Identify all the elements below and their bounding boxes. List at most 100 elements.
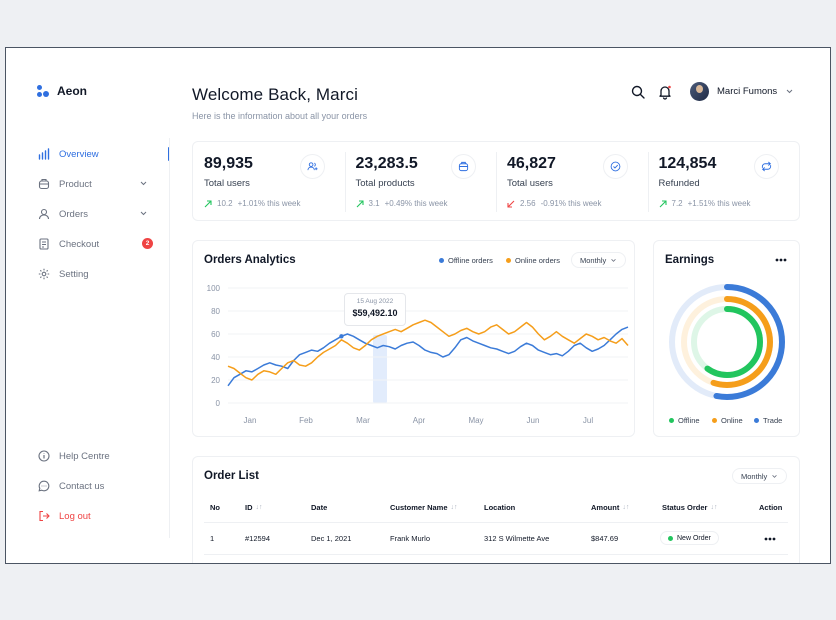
- legend-dot: [669, 418, 674, 423]
- sidebar-item-label: Log out: [59, 510, 91, 522]
- app-logo[interactable]: Aeon: [37, 84, 87, 98]
- sidebar-item-help-centre[interactable]: Help Centre: [38, 441, 158, 471]
- tooltip-date: 15 Aug 2022: [356, 298, 394, 305]
- info-icon: [38, 450, 50, 462]
- legend-label: Offline: [678, 416, 700, 425]
- x-tick-label: Feb: [299, 416, 313, 425]
- column-amount[interactable]: Amount ↓↑: [591, 503, 630, 512]
- stat-label: Total products: [355, 178, 415, 189]
- chevron-down-icon: [611, 258, 616, 262]
- y-tick-label: 20: [211, 376, 220, 385]
- column-status-order[interactable]: Status Order ↓↑: [662, 503, 718, 512]
- stat-label: Total users: [204, 178, 250, 189]
- sidebar-bottom-nav: Help Centre Contact us Log out: [38, 441, 158, 531]
- status-badge: New Order: [660, 531, 719, 545]
- logout-icon: [38, 510, 50, 522]
- sidebar-item-overview[interactable]: Overview: [38, 139, 170, 169]
- check-circle-icon: [602, 154, 628, 179]
- sidebar-item-logout[interactable]: Log out: [38, 501, 158, 531]
- stat-card-refunded: 124,854 Refunded 7.2 +1.51% this week: [647, 142, 800, 220]
- avatar[interactable]: [690, 82, 709, 101]
- sidebar-item-contact-us[interactable]: Contact us: [38, 471, 158, 501]
- legend-label: Online: [721, 416, 743, 425]
- sort-icon[interactable]: ↓↑: [710, 504, 718, 511]
- sidebar-item-product[interactable]: Product: [38, 169, 170, 199]
- column-customer-name[interactable]: Customer Name ↓↑: [390, 503, 458, 512]
- stat-value: 46,827: [507, 155, 556, 172]
- page-title: Welcome Back, Marci: [192, 85, 358, 104]
- bell-icon[interactable]: [657, 84, 673, 100]
- sidebar-item-label: Setting: [59, 268, 89, 280]
- earnings-title: Earnings: [665, 254, 715, 266]
- y-tick-label: 100: [207, 284, 221, 293]
- cell-customer: Frank Murlo: [390, 534, 431, 543]
- column-action: Action: [759, 503, 783, 512]
- user-icon: [38, 208, 50, 220]
- logo-icon: [37, 85, 49, 97]
- legend-dot: [439, 258, 444, 263]
- y-tick-label: 0: [216, 399, 221, 408]
- cell-id: #12594: [245, 534, 271, 543]
- stat-trend-text: +1.01% this week: [237, 199, 301, 208]
- sort-icon[interactable]: ↓↑: [450, 504, 458, 511]
- arrow-up-right-icon: [204, 199, 212, 207]
- stat-trend-value: 3.1: [368, 199, 380, 208]
- chart-tooltip: 15 Aug 2022 $59,492.10: [344, 293, 406, 326]
- sidebar-item-checkout[interactable]: Checkout 2: [38, 229, 170, 259]
- chart-hover-highlight: [373, 335, 387, 403]
- sidebar-item-setting[interactable]: Setting: [38, 259, 170, 289]
- x-tick-label: Mar: [356, 416, 370, 425]
- column-no: No: [210, 503, 220, 512]
- stats-summary: 89,935 Total users 10.2 +1.01% this week…: [192, 141, 800, 221]
- more-options-icon[interactable]: [764, 537, 776, 541]
- ring-arc-offline: [669, 284, 785, 400]
- stat-value: 23,283.5: [355, 155, 418, 172]
- stat-trend-value: 2.56: [520, 199, 536, 208]
- sidebar-item-label: Overview: [59, 148, 99, 160]
- page-subtitle: Here is the information about all your o…: [192, 111, 368, 121]
- stat-trend-value: 10.2: [217, 199, 233, 208]
- x-tick-label: Jul: [583, 416, 593, 425]
- stat-label: Refunded: [658, 178, 700, 189]
- sidebar-item-orders[interactable]: Orders: [38, 199, 170, 229]
- x-tick-label: May: [468, 416, 483, 425]
- stat-trend-text: +0.49% this week: [384, 199, 448, 208]
- cell-amount: $847.69: [591, 534, 619, 543]
- ring-arc-online: [681, 296, 773, 388]
- x-tick-label: Apr: [413, 416, 426, 425]
- stat-trend: 7.2 +1.51% this week: [659, 199, 800, 208]
- more-options-icon[interactable]: [775, 258, 787, 262]
- order-list-period-dropdown[interactable]: Monthly: [732, 468, 788, 484]
- stat-trend: 3.1 +0.49% this week: [356, 199, 497, 208]
- sidebar-item-label: Checkout: [59, 238, 100, 250]
- order-list-card: Order List Monthly No ID ↓↑ Date Customer…: [192, 456, 800, 563]
- stat-value: 89,935: [204, 155, 253, 172]
- search-icon[interactable]: [630, 84, 646, 100]
- sort-icon[interactable]: ↓↑: [255, 504, 263, 511]
- column-id[interactable]: ID ↓↑: [245, 503, 263, 512]
- sidebar-item-label: Help Centre: [59, 450, 110, 462]
- chevron-down-icon[interactable]: [139, 179, 148, 188]
- chevron-down-icon: [772, 474, 777, 478]
- x-tick-label: Jan: [244, 416, 257, 425]
- stat-card-total-users: 89,935 Total users 10.2 +1.01% this week: [193, 142, 345, 220]
- chevron-down-icon[interactable]: [139, 209, 148, 218]
- table-divider: [204, 554, 788, 555]
- dropdown-value: Monthly: [580, 255, 607, 265]
- sort-icon[interactable]: ↓↑: [622, 504, 630, 511]
- dashboard-window: Aeon Overview Product Ord: [5, 47, 831, 564]
- series-line-offline-orders: [227, 326, 629, 387]
- cell-date: Dec 1, 2021: [311, 534, 352, 543]
- legend-dot: [712, 418, 717, 423]
- earnings-ring-chart: [669, 284, 785, 400]
- cell-no: 1: [210, 534, 215, 543]
- user-name: Marci Fumons: [717, 86, 778, 97]
- gear-icon: [38, 268, 50, 280]
- column-location: Location: [484, 503, 516, 512]
- chevron-down-icon[interactable]: [785, 87, 794, 96]
- stat-card-total-users-2: 46,827 Total users 2.56 -0.91% this week: [496, 142, 648, 220]
- analytics-period-dropdown[interactable]: Monthly: [571, 252, 627, 268]
- user-menu[interactable]: Marci Fumons: [690, 82, 794, 101]
- legend-label: Offline orders: [448, 256, 493, 265]
- box-icon: [38, 178, 50, 190]
